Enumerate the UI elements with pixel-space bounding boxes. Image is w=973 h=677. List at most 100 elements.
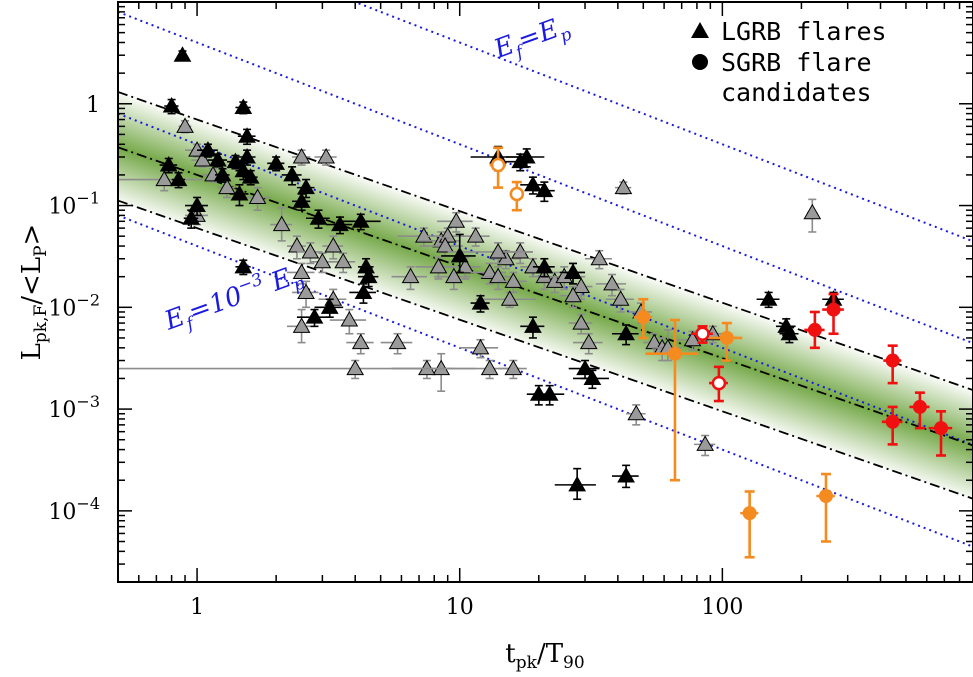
data-point-triangle — [346, 359, 365, 376]
data-point-triangle — [480, 359, 499, 376]
series-sgrb_orange-open — [489, 146, 525, 212]
data-point-triangle — [351, 333, 370, 350]
data-point-triangle — [511, 242, 530, 259]
series-sgrb_orange — [633, 297, 835, 559]
data-point-triangle — [317, 147, 335, 164]
series-lgrb_gray — [118, 117, 822, 457]
y-axis-title-sub1: pk,F — [31, 305, 51, 344]
data-point-triangle — [535, 257, 554, 274]
data-point-triangle — [230, 184, 249, 201]
legend-sgrb-label-line2: candidates — [721, 78, 872, 107]
data-point-circle — [826, 302, 841, 317]
data-point-circle-open — [490, 157, 506, 173]
data-point-triangle — [340, 311, 359, 327]
reference-lines — [118, 2, 973, 548]
data-point-triangle — [213, 165, 232, 182]
data-point-triangle — [524, 257, 542, 274]
y-tick-base: 10 — [48, 195, 76, 220]
data-point-triangle — [590, 249, 609, 266]
fit-line-2 — [118, 199, 973, 500]
data-point-triangle — [159, 156, 178, 172]
data-point-triangle — [429, 257, 448, 274]
data-point-triangle — [334, 252, 353, 269]
data-point-triangle — [480, 263, 499, 279]
y-tick-label: 1 — [86, 93, 100, 118]
data-point-triangle — [572, 314, 591, 330]
data-point-triangle — [188, 196, 206, 213]
fit-line-0 — [118, 91, 973, 391]
y-tick-base: 10 — [48, 296, 76, 321]
data-point-triangle — [301, 242, 320, 259]
data-point-circle — [719, 330, 734, 345]
y-tick-base: 10 — [48, 398, 76, 423]
data-point-triangle — [489, 267, 507, 284]
svg-text:Lpk,F/<LP>: Lpk,F/<LP> — [17, 224, 51, 361]
data-point-triangle — [188, 141, 206, 157]
data-point-triangle — [283, 165, 301, 182]
y-tick-exp: −3 — [76, 392, 100, 411]
legend-circle-marker — [692, 54, 708, 70]
y-axis-title-sub2: P — [31, 245, 51, 256]
data-point-triangle — [241, 168, 260, 184]
data-point-triangle — [359, 267, 378, 284]
y-tick-label: 10−3 — [48, 392, 100, 423]
data-point-triangle — [614, 178, 633, 195]
data-point-triangle — [471, 294, 490, 310]
data-point-triangle — [450, 246, 469, 263]
data-point-triangle — [780, 324, 799, 341]
data-point-triangle — [418, 359, 436, 376]
legend: LGRB flares SGRB flare candidates — [691, 17, 887, 107]
data-point-triangle — [292, 263, 311, 279]
y-tick-base: 10 — [48, 500, 76, 525]
data-point-triangle — [351, 212, 370, 228]
data-point-triangle — [272, 215, 291, 232]
data-point-triangle — [529, 385, 548, 401]
x-axis-title-sub2: 90 — [563, 653, 585, 673]
data-point-triangle — [331, 215, 349, 232]
legend-sgrb-label-line1: SGRB flare — [721, 48, 872, 77]
data-point-triangle — [173, 46, 192, 62]
y-tick-label: 10−2 — [48, 290, 100, 321]
y-axis-title: Lpk,F/<LP> — [17, 224, 51, 361]
data-point-triangle — [292, 192, 311, 208]
data-point-triangle — [297, 283, 315, 299]
data-point-circle — [934, 421, 949, 436]
data-point-circle — [818, 488, 833, 503]
data-point-triangle — [182, 209, 201, 225]
fit-line-1 — [118, 146, 973, 447]
data-point-triangle — [535, 181, 554, 198]
y-axis-title-mid: /<L — [17, 257, 47, 305]
data-point-circle — [636, 310, 651, 325]
y-axis-title-main: L — [17, 343, 47, 360]
x-tick-label: 1 — [190, 595, 204, 620]
data-point-triangle — [611, 290, 630, 306]
data-point-triangle — [401, 267, 420, 284]
data-point-triangle — [226, 152, 245, 169]
data-point-circle — [885, 353, 900, 368]
data-point-triangle — [267, 154, 285, 170]
data-point-triangle — [193, 151, 212, 167]
data-point-triangle — [489, 242, 507, 259]
plot-frame — [117, 1, 973, 583]
data-point-triangle — [309, 209, 328, 225]
series-sgrb_red-open — [691, 325, 728, 403]
data-point-triangle — [292, 147, 311, 164]
y-axis-title-end: > — [17, 224, 47, 246]
data-point-triangle — [248, 188, 267, 204]
data-point-triangle — [568, 475, 587, 492]
data-point-circle-open — [711, 375, 727, 391]
data-point-triangle — [579, 333, 598, 350]
data-point-circle — [667, 346, 682, 361]
data-point-triangle — [234, 257, 253, 274]
data-point-triangle — [354, 283, 373, 299]
data-point-triangle — [445, 267, 463, 284]
data-point-triangle — [696, 435, 715, 451]
data-point-triangle — [572, 277, 591, 294]
y-tick-label: 10−1 — [48, 189, 100, 220]
x-axis-title-sub1: pk — [516, 653, 538, 673]
data-point-triangle — [297, 178, 315, 195]
legend-triangle-marker — [691, 22, 709, 38]
data-point-triangle — [617, 324, 635, 341]
